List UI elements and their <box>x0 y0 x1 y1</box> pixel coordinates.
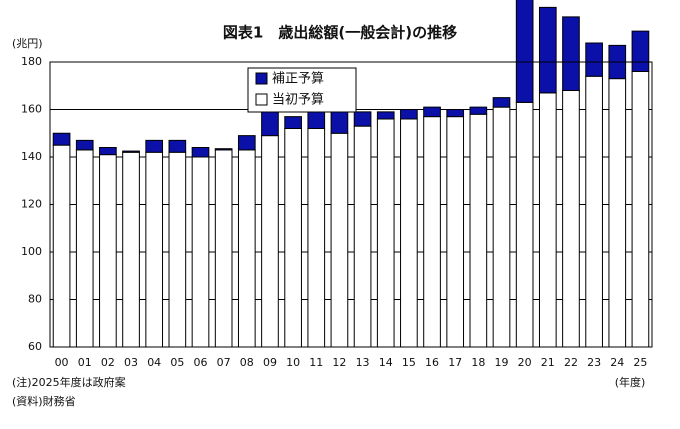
bar-segment <box>423 116 441 348</box>
bar-segment <box>261 135 279 348</box>
x-tick-label: 15 <box>402 356 416 369</box>
bar-segment <box>585 42 603 77</box>
bar-segment <box>585 75 603 348</box>
bar-segment <box>376 111 395 120</box>
bar-segment <box>145 139 164 153</box>
bar-segment <box>423 106 441 118</box>
y-tick-label: 120 <box>21 198 42 211</box>
bar-segment <box>608 78 627 348</box>
bar-segment <box>400 109 418 120</box>
bar-segment <box>492 97 511 108</box>
x-tick-label: 13 <box>356 356 370 369</box>
plot-frame <box>49 61 653 348</box>
y-tick-label: 100 <box>21 245 42 258</box>
bar-segment <box>122 151 140 348</box>
bar-segment <box>353 111 372 127</box>
bar-segment <box>469 106 488 115</box>
x-tick-label: 12 <box>332 356 346 369</box>
bar-segment <box>307 128 326 348</box>
bar-segment <box>52 144 71 348</box>
x-unit: (年度) <box>615 375 646 389</box>
y-tick-label: 80 <box>28 293 42 306</box>
x-tick-label: 00 <box>55 356 69 369</box>
x-tick-label: 22 <box>564 356 578 369</box>
bar-segment <box>99 154 117 348</box>
x-tick-label: 03 <box>124 356 138 369</box>
note: (注)2025年度は政府案 <box>12 375 126 389</box>
x-tick-label: 25 <box>633 356 647 369</box>
bar-segment <box>191 156 210 348</box>
y-tick-label: 140 <box>21 150 42 163</box>
bar-segment <box>168 151 187 348</box>
bar-segment <box>353 125 372 348</box>
x-tick-label: 23 <box>587 356 601 369</box>
x-tick-label: 17 <box>448 356 462 369</box>
bar-segment <box>191 147 210 158</box>
x-tick-label: 11 <box>309 356 323 369</box>
bar-segment <box>122 150 140 153</box>
bar-segment <box>538 92 557 348</box>
x-tick-label: 21 <box>541 356 555 369</box>
bar-segment <box>446 116 465 348</box>
x-tick-label: 14 <box>379 356 393 369</box>
legend-swatch <box>255 93 268 106</box>
y-unit: (兆円) <box>12 37 43 50</box>
bar-segment <box>75 139 94 151</box>
x-tick-label: 09 <box>263 356 277 369</box>
bar-segment <box>168 139 187 153</box>
legend-label: 補正予算 <box>272 72 324 87</box>
y-tick-label: 60 <box>28 340 42 353</box>
chart-title: 図表1 歳出総額(一般会計)の推移 <box>223 24 457 42</box>
bar-segment <box>237 149 256 348</box>
bar-segment <box>99 147 117 156</box>
y-tick-label: 160 <box>21 103 42 116</box>
x-tick-label: 05 <box>170 356 184 369</box>
x-tick-label: 19 <box>495 356 509 369</box>
legend-swatch <box>255 72 268 85</box>
bar-segment <box>237 135 256 151</box>
x-tick-label: 07 <box>217 356 231 369</box>
bar-segment <box>446 109 465 118</box>
x-tick-label: 24 <box>610 356 624 369</box>
bar-segment <box>538 6 557 94</box>
legend-label: 当初予算 <box>272 93 324 108</box>
x-tick-label: 04 <box>147 356 161 369</box>
bar-segment <box>492 106 511 348</box>
bar-segment <box>214 149 233 348</box>
x-tick-label: 06 <box>194 356 208 369</box>
x-tick-label: 16 <box>425 356 439 369</box>
bar-segment <box>469 113 488 348</box>
x-tick-label: 01 <box>78 356 92 369</box>
bar-segment <box>75 149 94 348</box>
x-tick-label: 20 <box>518 356 532 369</box>
x-tick-label: 18 <box>471 356 485 369</box>
y-tick-label: 180 <box>21 55 42 68</box>
bar-segment <box>145 151 164 348</box>
bar-segment <box>515 101 534 348</box>
bar-segment <box>376 118 395 348</box>
bar-segment <box>400 118 418 348</box>
bar-segment <box>515 0 534 103</box>
x-tick-label: 08 <box>240 356 254 369</box>
bar-segment <box>330 132 349 348</box>
bar-segment <box>562 16 580 91</box>
bar-segment <box>631 30 650 72</box>
bar-segment <box>562 90 580 348</box>
bar-segment <box>214 148 233 151</box>
x-tick-label: 10 <box>286 356 300 369</box>
bar-segment <box>284 128 302 348</box>
x-tick-label: 02 <box>101 356 115 369</box>
bar-segment <box>52 132 71 146</box>
bar-segment <box>284 116 302 129</box>
note: (資料)財務省 <box>12 394 76 408</box>
bar-segment <box>631 71 650 348</box>
